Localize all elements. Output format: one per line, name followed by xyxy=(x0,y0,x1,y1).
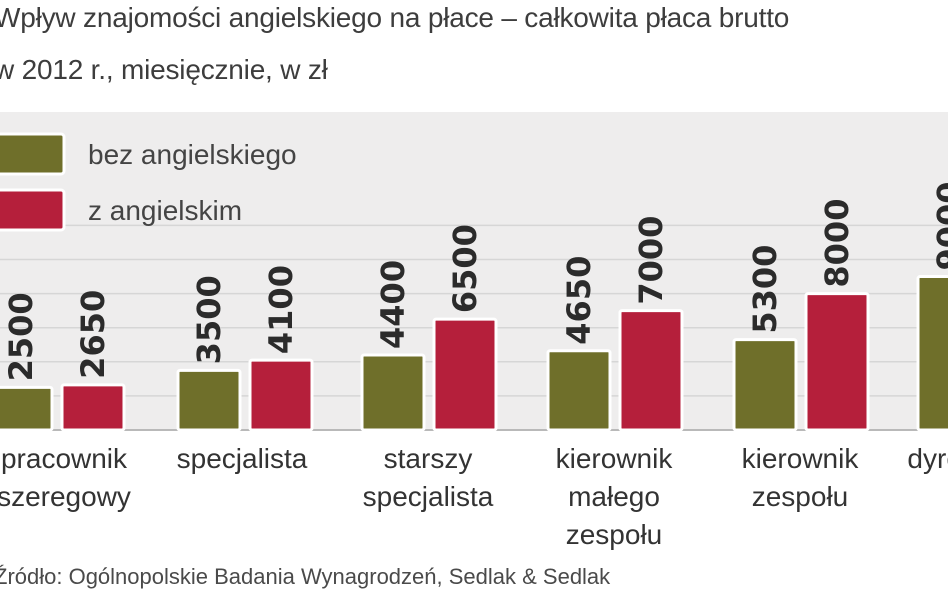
bar-chart: 2500 3500 4400 4650 5300 9000 2650 4100 6500 7000… xyxy=(0,112,948,550)
bar xyxy=(248,358,314,432)
bar xyxy=(432,317,498,432)
category-labels: pracownik szeregowy specjalista starszy spec… xyxy=(0,443,948,550)
bar xyxy=(360,353,426,432)
source-note: Źródło: Ogólnopolskie Badania Wynagrodze… xyxy=(0,564,611,589)
data-label: 7000 xyxy=(632,216,670,305)
bar xyxy=(732,338,798,432)
legend-label: bez angielskiego xyxy=(88,139,297,170)
category-label: kierownik zespołu xyxy=(742,443,860,512)
data-label: 5300 xyxy=(746,245,784,334)
chart-title-line-1: Wpływ znajomości angielskiego na płace –… xyxy=(0,2,790,33)
bar xyxy=(0,385,54,432)
bar xyxy=(916,275,948,432)
chart-title-line-2: w 2012 r., miesięcznie, w zł xyxy=(0,54,328,85)
bar xyxy=(804,292,870,432)
data-label: 3500 xyxy=(190,275,228,364)
data-label: 9000 xyxy=(930,181,948,270)
category-label: pracownik szeregowy xyxy=(0,443,131,512)
legend-swatch xyxy=(0,132,66,176)
data-label: 2500 xyxy=(2,292,40,381)
legend: bez angielskiego z angielskim xyxy=(0,132,297,232)
legend-swatch xyxy=(0,188,66,232)
category-label: dyrektor xyxy=(907,443,948,474)
data-label: 2650 xyxy=(74,290,112,379)
bar xyxy=(618,309,684,432)
data-label: 8000 xyxy=(818,199,856,288)
data-label: 4100 xyxy=(262,265,300,354)
bar xyxy=(176,368,242,432)
category-label: kierownik małego zespołu xyxy=(556,443,674,550)
category-label: specjalista xyxy=(177,443,308,474)
data-label: 4650 xyxy=(560,256,598,345)
bar xyxy=(60,383,126,432)
value-labels: 2500 3500 4400 4650 5300 9000 2650 4100 6500 7000… xyxy=(2,181,948,381)
data-label: 6500 xyxy=(446,224,484,313)
data-label: 4400 xyxy=(374,260,412,349)
category-label: starszy specjalista xyxy=(363,443,494,512)
bars xyxy=(0,275,948,432)
bar xyxy=(546,349,612,432)
legend-label: z angielskim xyxy=(88,195,242,226)
